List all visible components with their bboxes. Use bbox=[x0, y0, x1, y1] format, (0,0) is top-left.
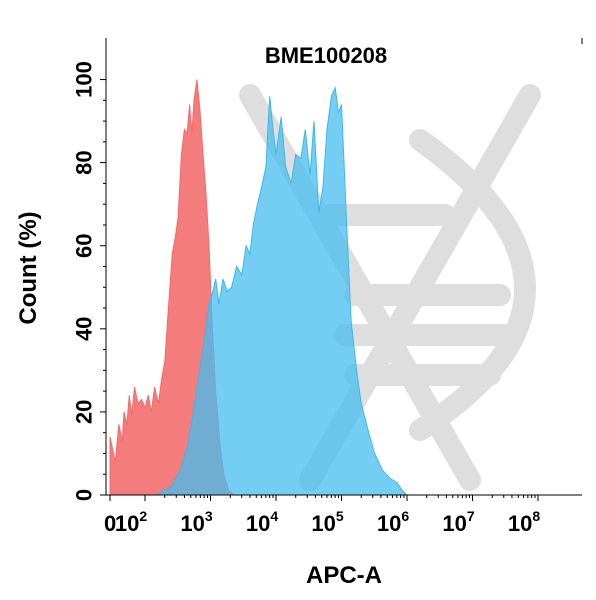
x-tick-label: 107 bbox=[442, 508, 474, 536]
x-tick-label: 105 bbox=[311, 508, 343, 536]
series-2-area bbox=[110, 86, 409, 496]
chart-title: BME100208 bbox=[265, 43, 387, 68]
y-axis-label: Count (%) bbox=[15, 211, 42, 324]
x-tick-label: 0 bbox=[104, 511, 116, 536]
x-tick-label: 108 bbox=[508, 508, 540, 536]
x-tick-label: 104 bbox=[246, 508, 278, 536]
x-axis-label: APC-A bbox=[306, 562, 382, 589]
y-tick-label: 100 bbox=[72, 61, 97, 98]
y-tick-label: 40 bbox=[72, 317, 97, 341]
x-tick-label: 106 bbox=[377, 508, 409, 536]
x-tick-label: 102 bbox=[115, 508, 147, 536]
y-tick-label: 20 bbox=[72, 400, 97, 424]
y-tick-label: 0 bbox=[72, 489, 97, 501]
y-tick-label: 80 bbox=[72, 150, 97, 174]
series-layer bbox=[109, 79, 409, 496]
x-tick-label: 103 bbox=[180, 508, 212, 536]
y-tick-label: 60 bbox=[72, 233, 97, 257]
